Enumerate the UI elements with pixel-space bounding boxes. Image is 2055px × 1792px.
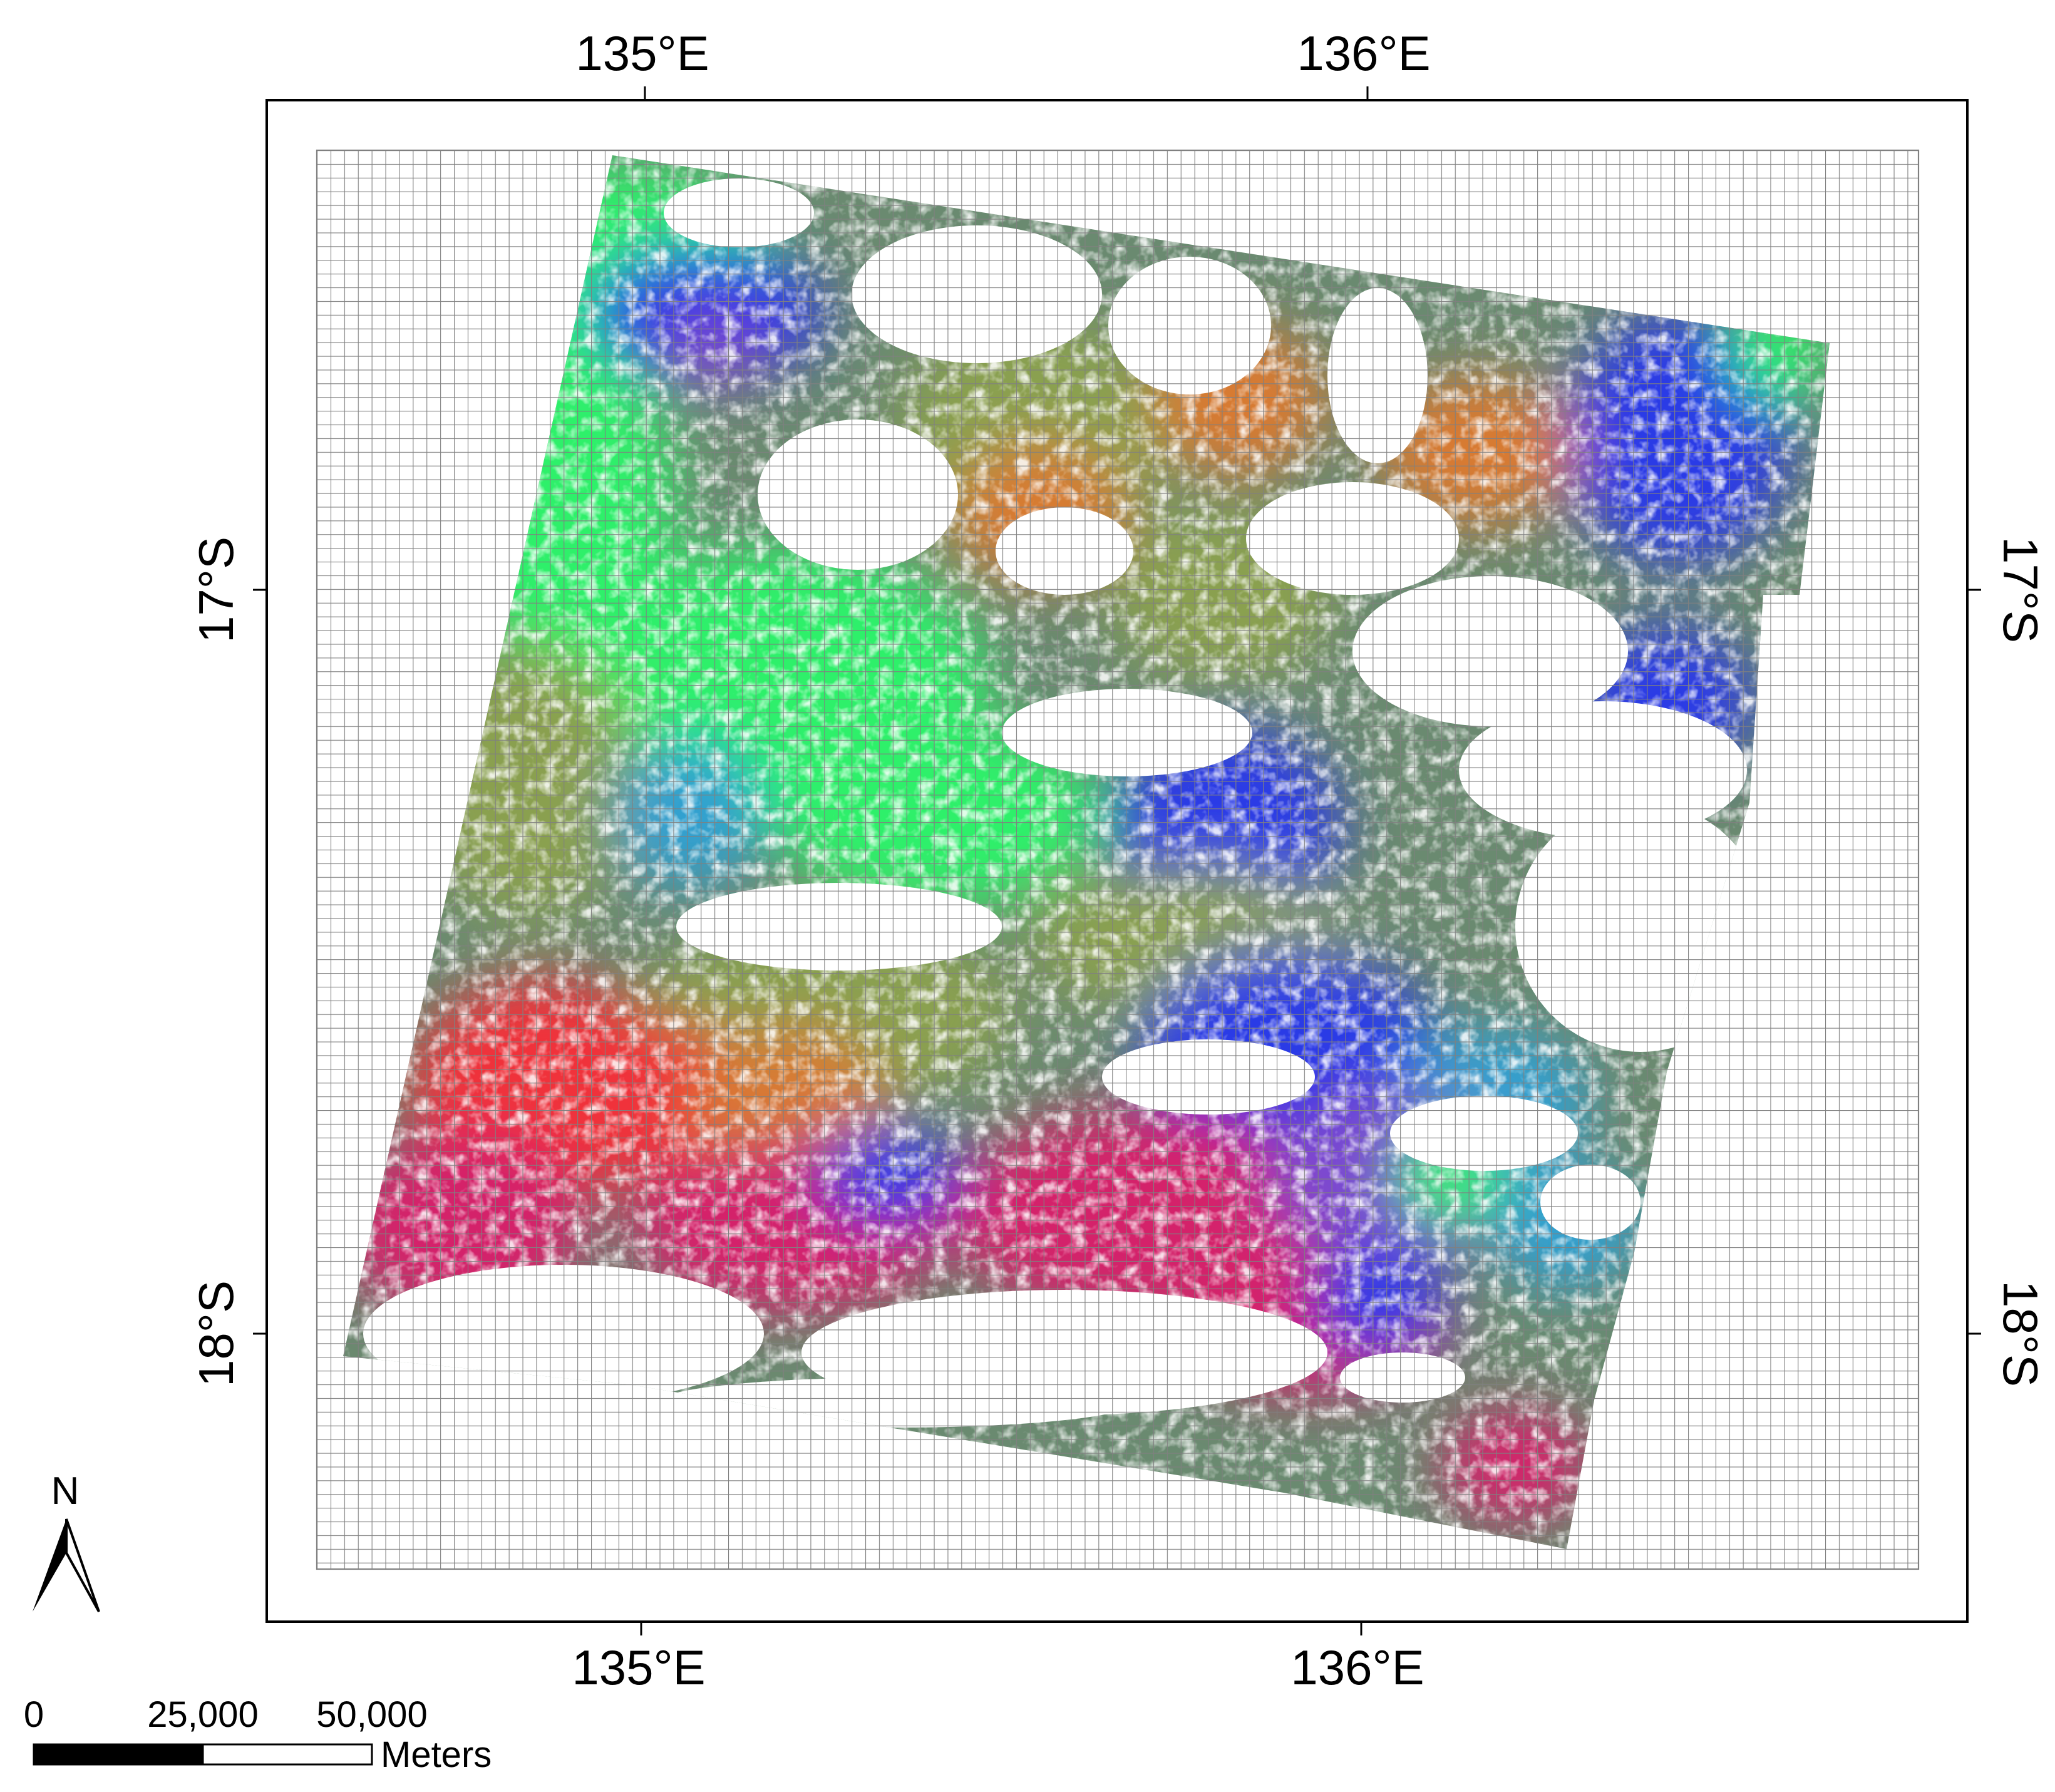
top-lon-label-136: 136°E <box>1297 26 1430 81</box>
left-lat-label-17s: 17°S <box>188 537 244 643</box>
scale-bar-unit: Meters <box>381 1734 492 1775</box>
scale-tick-label-0: 0 <box>24 1694 44 1735</box>
top-lon-label-135: 135°E <box>575 26 709 81</box>
left-lat-label-18s: 18°S <box>188 1280 244 1387</box>
scale-tick-label-50000: 50,000 <box>316 1694 427 1735</box>
bottom-lon-label-135: 135°E <box>572 1640 705 1695</box>
right-lat-label-17s: 17°S <box>1993 537 2048 643</box>
scale-bar: 0 25,000 50,000 Meters <box>24 1694 492 1775</box>
right-lat-label-18s: 18°S <box>1993 1280 2048 1387</box>
north-arrow-label: N <box>51 1470 80 1513</box>
scale-bar-empty-segment <box>202 1743 373 1766</box>
graticule-ticks <box>253 86 1981 1635</box>
fishnet-grid <box>316 149 1920 1570</box>
north-arrow-icon <box>33 1519 66 1612</box>
bottom-lon-label-136: 136°E <box>1290 1640 1424 1695</box>
scale-bar-filled-segment <box>33 1743 204 1766</box>
north-arrow: N <box>33 1470 100 1612</box>
scale-tick-label-25000: 25,000 <box>147 1694 258 1735</box>
